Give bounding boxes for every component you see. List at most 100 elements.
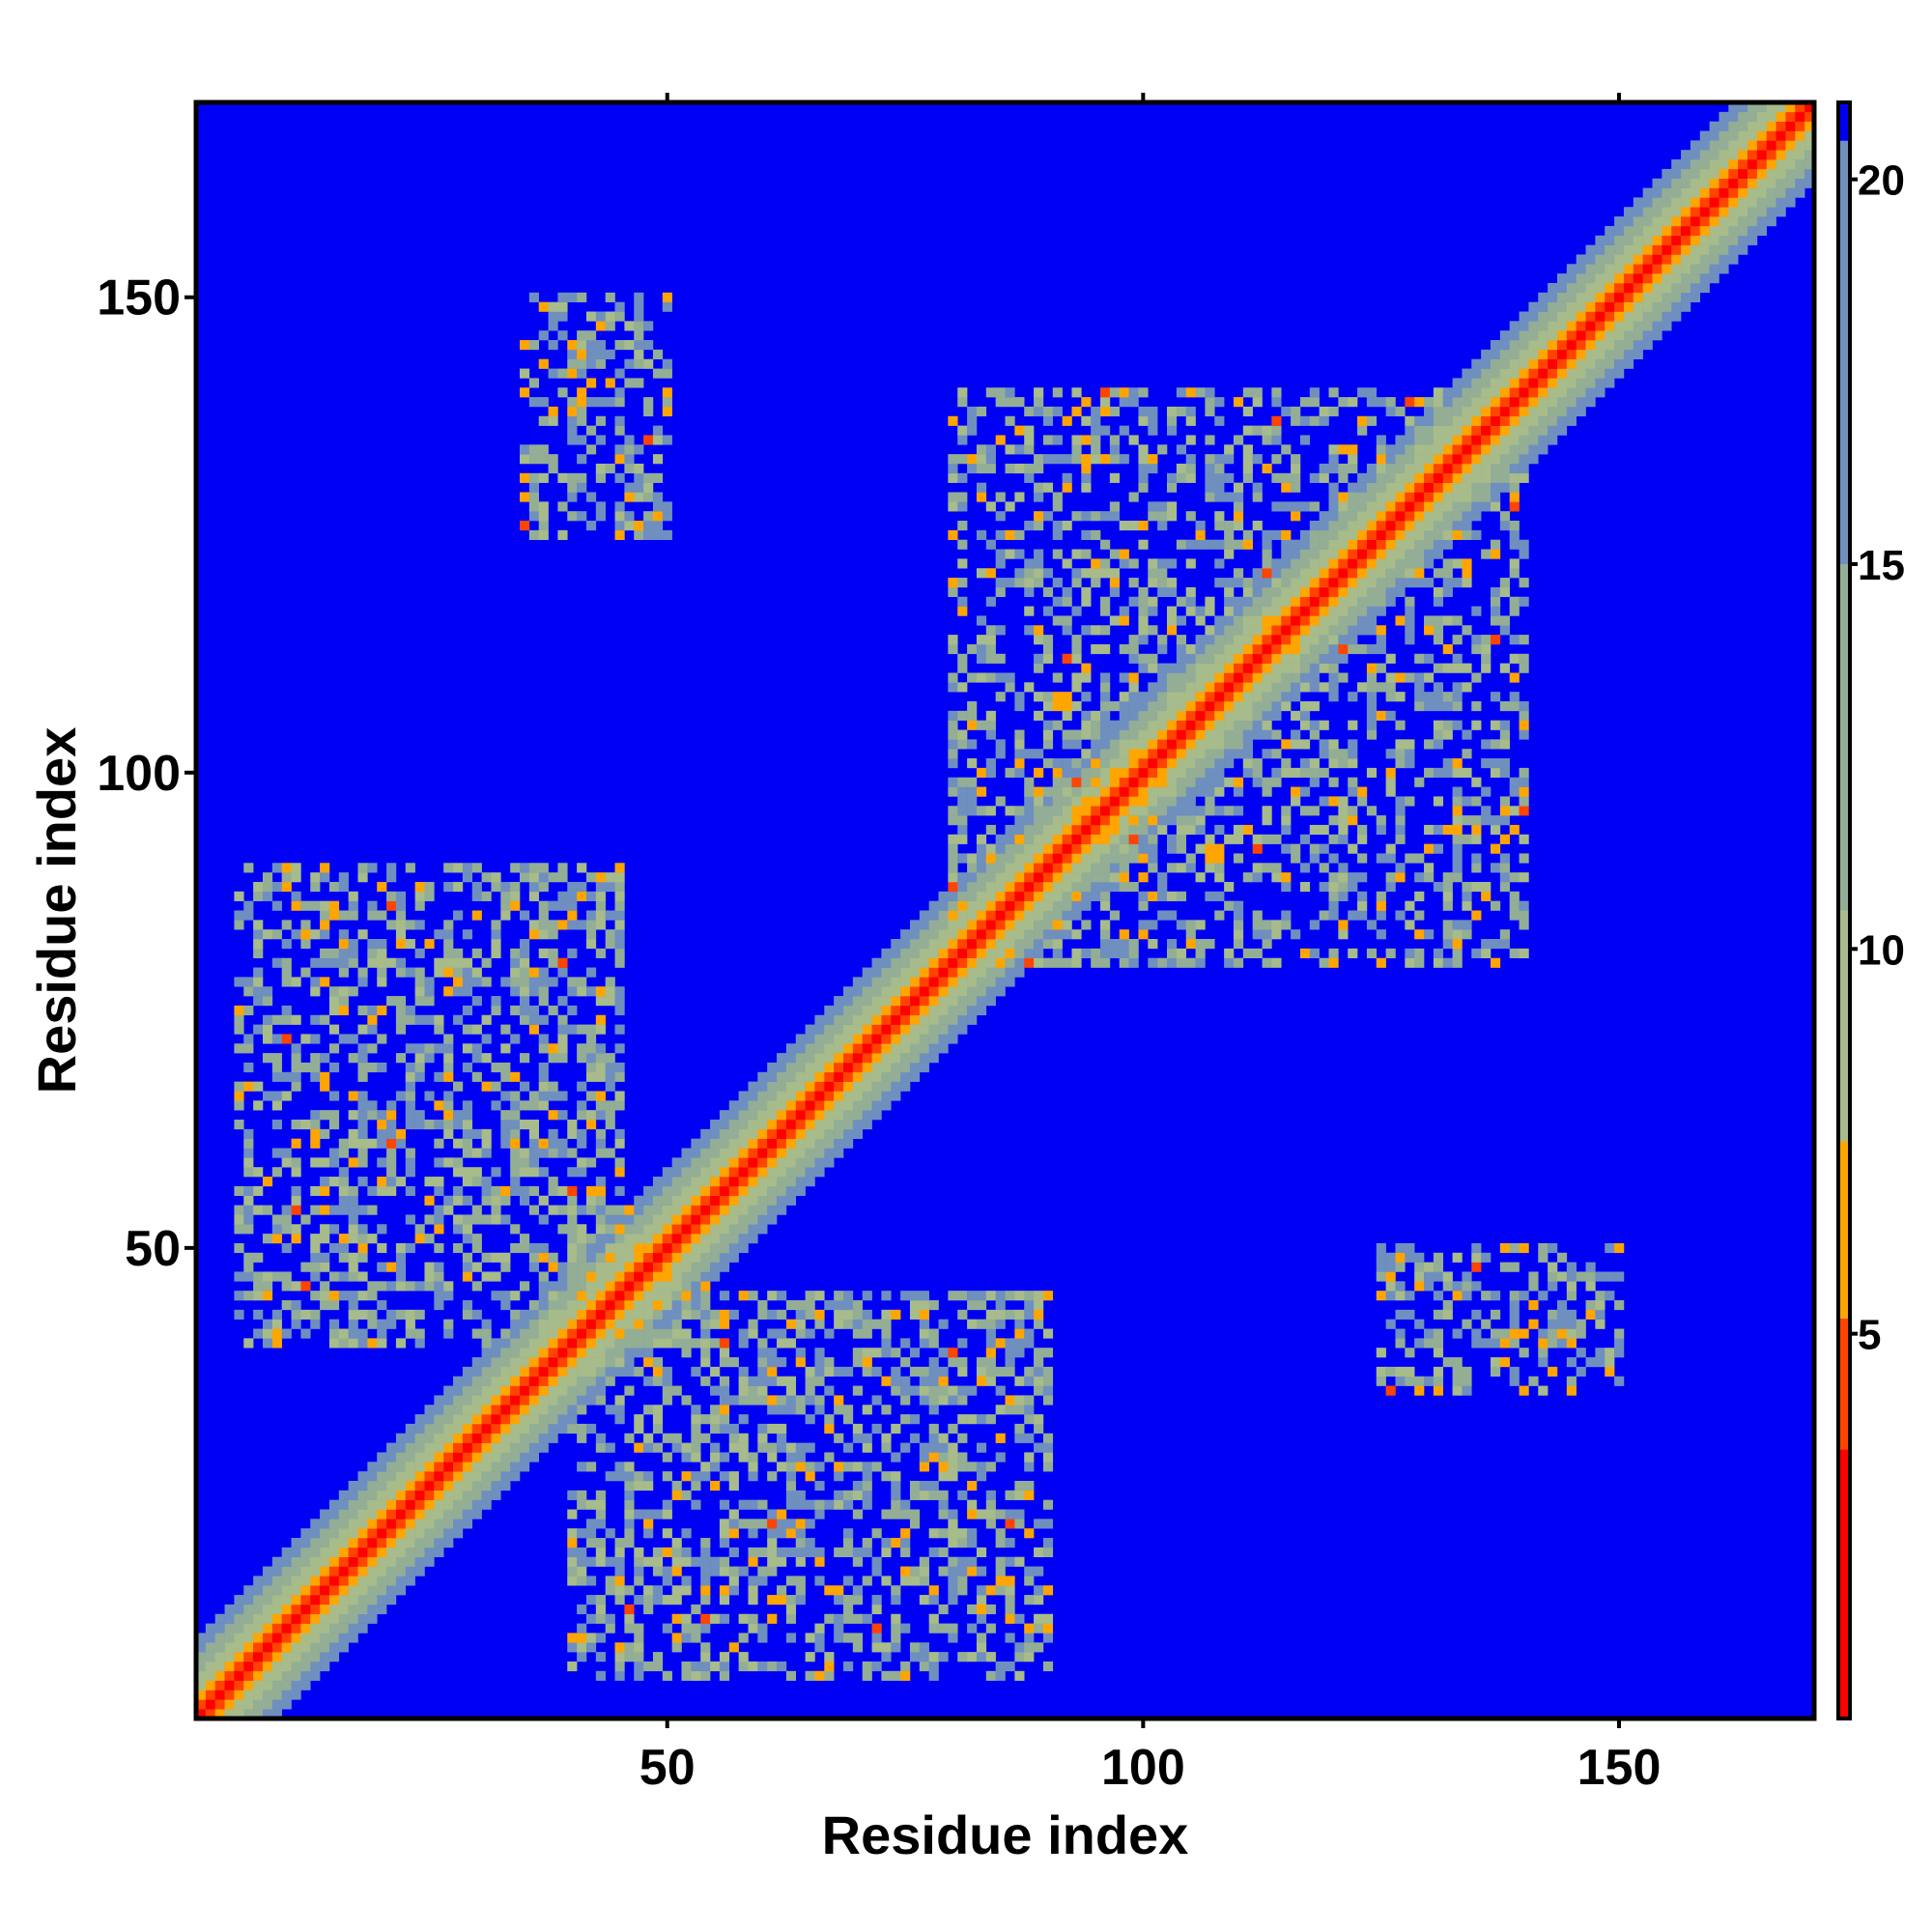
- heatmap-cell: [320, 900, 330, 911]
- heatmap-cell: [1176, 682, 1186, 693]
- heatmap-cell: [1262, 568, 1272, 579]
- heatmap-cell: [1005, 1613, 1015, 1624]
- heatmap-cell: [357, 1566, 368, 1577]
- heatmap-cell: [577, 1234, 587, 1244]
- heatmap-cell: [1167, 767, 1178, 779]
- heatmap-cell: [1014, 1613, 1025, 1624]
- heatmap-cell: [595, 881, 606, 893]
- heatmap-cell: [957, 1357, 968, 1368]
- heatmap-cell: [1034, 843, 1044, 854]
- heatmap-cell: [1042, 1395, 1054, 1406]
- heatmap-cell: [871, 986, 882, 997]
- heatmap-cell: [805, 1519, 815, 1529]
- heatmap-cell: [938, 1395, 949, 1406]
- heatmap-cell: [805, 1385, 815, 1396]
- heatmap-cell: [434, 1014, 444, 1025]
- heatmap-cell: [291, 977, 301, 987]
- heatmap-cell: [643, 1195, 654, 1206]
- heatmap-cell: [767, 1376, 778, 1386]
- heatmap-cell: [1024, 463, 1035, 474]
- heatmap-cell: [938, 1376, 949, 1386]
- heatmap-cell: [919, 929, 929, 940]
- heatmap-cell: [728, 1309, 739, 1320]
- heatmap-cell: [948, 948, 958, 958]
- heatmap-cell: [862, 1071, 872, 1082]
- heatmap-cell: [738, 1519, 749, 1529]
- heatmap-cell: [900, 1053, 911, 1064]
- heatmap-cell: [528, 482, 539, 493]
- heatmap-cell: [843, 1034, 854, 1044]
- heatmap-cell: [1014, 1348, 1025, 1358]
- heatmap-cell: [1242, 653, 1253, 664]
- heatmap-cell: [595, 1043, 606, 1054]
- heatmap-cell: [262, 929, 273, 940]
- heatmap-cell: [605, 1053, 615, 1064]
- heatmap-cell: [700, 1556, 711, 1567]
- heatmap-cell: [1052, 529, 1063, 540]
- heatmap-cell: [291, 1576, 301, 1586]
- heatmap-cell: [1291, 501, 1301, 512]
- heatmap-cell: [243, 1167, 254, 1178]
- heatmap-cell: [348, 1538, 358, 1548]
- heatmap-cell: [900, 1005, 911, 1016]
- heatmap-cell: [1242, 663, 1253, 673]
- heatmap-cell: [1338, 824, 1349, 836]
- heatmap-cell: [567, 1224, 578, 1235]
- heatmap-cell: [1195, 777, 1206, 787]
- heatmap-cell: [214, 1690, 225, 1700]
- heatmap-cell: [985, 1652, 996, 1662]
- heatmap-cell: [386, 1595, 397, 1605]
- heatmap-cell: [1042, 891, 1054, 901]
- heatmap-cell: [1034, 1309, 1044, 1320]
- heatmap-cell: [577, 1462, 587, 1472]
- heatmap-cell: [567, 1547, 578, 1557]
- heatmap-cell: [471, 996, 482, 1007]
- heatmap-cell: [719, 1519, 730, 1529]
- heatmap-cell: [291, 1185, 301, 1197]
- heatmap-cell: [262, 872, 273, 883]
- heatmap-cell: [881, 1100, 892, 1111]
- heatmap-cell: [595, 1309, 606, 1320]
- heatmap-cell: [1081, 948, 1092, 958]
- heatmap-cell: [671, 1271, 682, 1282]
- heatmap-cell: [367, 1319, 378, 1329]
- heatmap-cell: [1185, 824, 1196, 836]
- heatmap-cell: [985, 967, 996, 978]
- heatmap-cell: [377, 1338, 387, 1349]
- heatmap-cell: [1071, 777, 1082, 787]
- heatmap-cell: [500, 1043, 511, 1054]
- heatmap-cell: [785, 1185, 797, 1197]
- heatmap-cell: [881, 1642, 892, 1653]
- heatmap-cell: [748, 1291, 758, 1301]
- heatmap-cell: [1128, 653, 1139, 664]
- heatmap-cell: [386, 1309, 397, 1320]
- heatmap-cell: [891, 1538, 901, 1548]
- heatmap-cell: [585, 492, 597, 502]
- heatmap-cell: [1242, 529, 1253, 540]
- heatmap-cell: [843, 1661, 854, 1672]
- heatmap-cell: [348, 1110, 358, 1121]
- heatmap-cell: [386, 1556, 397, 1567]
- heatmap-cell: [1176, 700, 1186, 712]
- heatmap-cell: [805, 1100, 815, 1111]
- heatmap-cell: [595, 511, 606, 522]
- heatmap-cell: [681, 1471, 692, 1482]
- heatmap-cell: [577, 292, 587, 302]
- heatmap-cell: [357, 1471, 368, 1482]
- heatmap-cell: [643, 1234, 654, 1244]
- heatmap-cell: [1185, 929, 1196, 940]
- heatmap-cell: [995, 891, 1006, 901]
- heatmap-cell: [310, 1556, 321, 1567]
- heatmap-cell: [824, 1157, 835, 1168]
- heatmap-cell: [320, 948, 330, 958]
- heatmap-cell: [985, 501, 996, 512]
- heatmap-cell: [310, 1034, 321, 1044]
- heatmap-cell: [1071, 653, 1082, 664]
- heatmap-cell: [948, 586, 958, 598]
- heatmap-cell: [719, 1452, 730, 1463]
- heatmap-cell: [1214, 786, 1225, 797]
- heatmap-cell: [938, 1566, 949, 1577]
- heatmap-cell: [271, 1091, 282, 1101]
- heatmap-cell: [1042, 796, 1054, 807]
